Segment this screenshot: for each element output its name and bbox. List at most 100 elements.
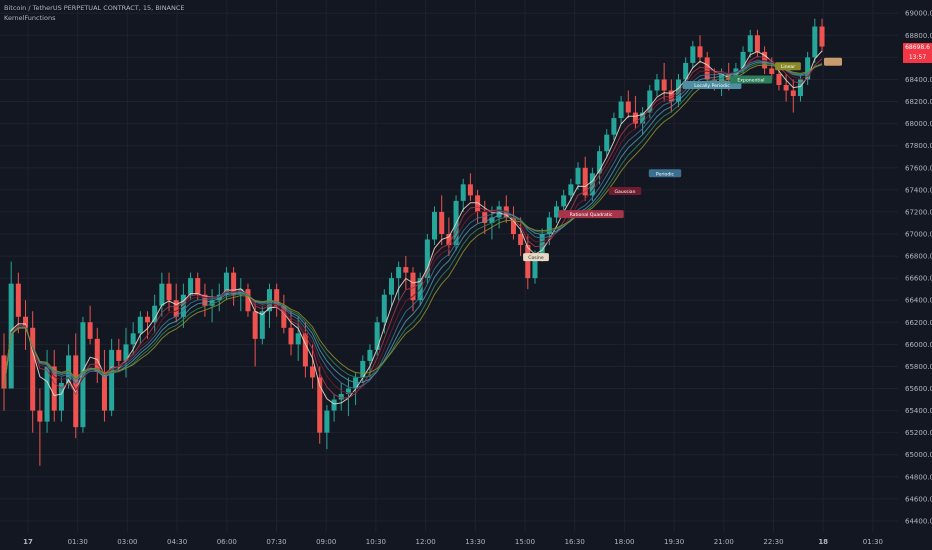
y-tick-label: 68400.0: [905, 76, 932, 84]
x-tick-label: 01:30: [68, 538, 88, 546]
candle-body: [94, 338, 100, 372]
candle-body: [324, 410, 330, 433]
candle: [245, 283, 251, 317]
y-tick-label: 69000.0: [905, 10, 932, 18]
candle: [1, 333, 7, 411]
candle-body: [310, 366, 316, 378]
candle: [144, 311, 151, 339]
y-tick-label: 67600.0: [905, 164, 932, 172]
kernel-label: Locally Periodic: [682, 80, 742, 89]
kernel-label: Rational Quadratic: [558, 210, 624, 219]
candle-body: [116, 349, 122, 361]
candle-body: [58, 382, 64, 411]
grid: [0, 0, 898, 532]
candle: [518, 217, 524, 257]
candle: [568, 178, 574, 201]
candle-body: [259, 311, 265, 339]
candle-body: [805, 57, 811, 80]
y-tick-label: 65600.0: [905, 385, 932, 393]
candle-body: [381, 294, 387, 323]
candle-body: [819, 26, 825, 47]
candle-body: [338, 394, 344, 400]
candle: [654, 73, 660, 97]
y-tick-label: 64400.0: [905, 517, 932, 525]
candle-body: [202, 294, 208, 306]
candle-body: [611, 118, 617, 135]
candle: [30, 311, 36, 433]
candle: [209, 289, 215, 323]
candle-body: [754, 35, 760, 52]
candle: [475, 189, 481, 223]
candle-body: [783, 84, 789, 91]
candle: [317, 366, 323, 444]
candle-body: [1, 355, 7, 389]
candle-body: [288, 327, 294, 345]
candle: [754, 29, 760, 58]
kernel-line: [3, 60, 823, 389]
y-tick-label: 68200.0: [905, 98, 932, 106]
candle-body: [726, 73, 732, 80]
candle-body: [166, 283, 172, 301]
candle-body: [252, 311, 258, 339]
y-tick-label: 65000.0: [905, 451, 932, 459]
candle-body: [87, 322, 93, 339]
candle-body: [410, 272, 416, 301]
candle: [783, 73, 789, 102]
candle-body: [553, 206, 560, 218]
y-tick-label: 66600.0: [905, 275, 932, 283]
candle-body: [812, 26, 818, 58]
candle: [166, 272, 172, 312]
y-tick-label: 65200.0: [905, 429, 932, 437]
y-tick-label: 67000.0: [905, 230, 932, 238]
kernel-line: [3, 50, 823, 405]
candle-body: [317, 377, 323, 433]
candle-body: [654, 79, 660, 91]
indicator-name[interactable]: KernelFunctions: [4, 14, 56, 22]
candle-body: [510, 217, 516, 234]
kernel-label-text: Locally Periodic: [694, 83, 730, 89]
candle-body: [568, 184, 574, 196]
current-price-tag: 68698.6 13:57: [903, 42, 932, 63]
candle-body: [281, 305, 287, 328]
candle: [58, 377, 64, 422]
candle-body: [675, 79, 682, 102]
candle-body: [532, 256, 538, 279]
candle: [632, 96, 638, 130]
candle: [575, 162, 581, 190]
kernel-label-text: Exponential: [737, 77, 764, 83]
x-tick-label: 18: [818, 538, 828, 546]
y-tick-label: 68000.0: [905, 120, 932, 128]
x-tick-label: 22:30: [763, 538, 783, 546]
candle-body: [797, 79, 803, 97]
candle: [805, 51, 811, 85]
candle-body: [683, 62, 689, 80]
candle: [295, 316, 301, 361]
candle-body: [561, 195, 567, 207]
y-tick-label: 65800.0: [905, 363, 932, 371]
candle-body: [66, 355, 72, 383]
chart-title: Bitcoin / TetherUS PERPETUAL CONTRACT, 1…: [4, 4, 185, 12]
candle-body: [625, 101, 631, 113]
candle-body: [159, 283, 165, 306]
y-tick-label: 66800.0: [905, 253, 932, 261]
candle: [747, 29, 753, 58]
candle: [510, 206, 516, 240]
kernel-label-text: Linear: [781, 64, 795, 70]
candle: [525, 233, 531, 290]
kernel-label: Exponential: [729, 75, 773, 84]
candle-body: [195, 278, 201, 295]
candle: [697, 35, 703, 63]
candle: [338, 382, 344, 411]
candle: [424, 233, 430, 284]
candle-body: [403, 267, 409, 273]
x-tick-label: 09:00: [316, 538, 336, 546]
candle-body: [482, 211, 488, 223]
y-tick-label: 67200.0: [905, 208, 932, 216]
candle: [324, 405, 330, 450]
x-tick-label: 15:00: [515, 538, 535, 546]
bar-countdown: 13:57: [908, 53, 927, 61]
candle-body: [539, 233, 545, 257]
candle: [597, 145, 603, 185]
y-tick-label: 64800.0: [905, 473, 932, 481]
